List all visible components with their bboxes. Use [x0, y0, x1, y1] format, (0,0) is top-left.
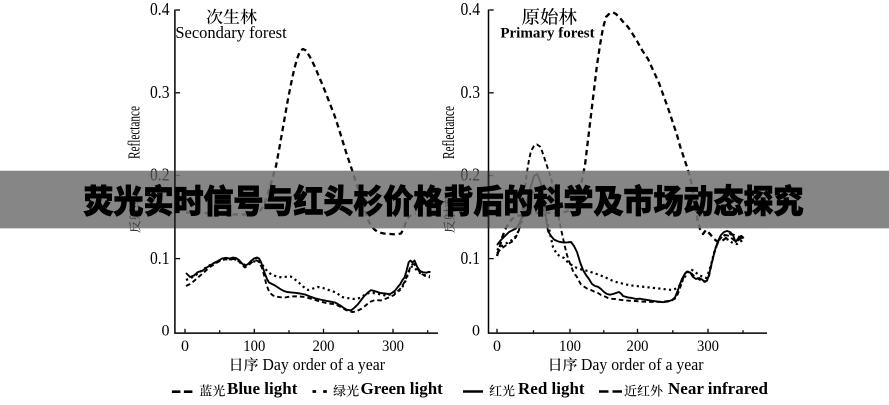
svg-text:Day order of a year: Day order of a year	[263, 355, 386, 374]
svg-text:0.3: 0.3	[461, 82, 481, 102]
svg-text:0: 0	[181, 338, 189, 355]
svg-text:0.4: 0.4	[150, 0, 170, 19]
svg-text:300: 300	[697, 338, 719, 355]
svg-text:0: 0	[472, 322, 480, 339]
svg-text:Reflectance: Reflectance	[439, 106, 458, 159]
svg-text:300: 300	[382, 338, 404, 355]
svg-text:Near infrared: Near infrared	[668, 379, 768, 398]
svg-text:Secondary forest: Secondary forest	[175, 23, 287, 42]
svg-text:0.3: 0.3	[150, 82, 170, 102]
svg-text:Reflectance: Reflectance	[125, 106, 144, 159]
svg-text:200: 200	[313, 338, 335, 355]
svg-text:100: 100	[243, 338, 265, 355]
svg-text:0: 0	[162, 322, 170, 339]
svg-text:0.1: 0.1	[461, 248, 481, 268]
svg-text:Primary forest: Primary forest	[500, 26, 594, 42]
svg-text:100: 100	[559, 338, 581, 355]
svg-text:Blue light: Blue light	[227, 379, 298, 398]
svg-text:0: 0	[493, 338, 501, 355]
svg-text:200: 200	[627, 338, 649, 355]
svg-text:Red light: Red light	[518, 379, 585, 398]
svg-text:0.4: 0.4	[461, 0, 481, 19]
svg-text:Day order of a year: Day order of a year	[581, 355, 704, 374]
svg-text:Green light: Green light	[361, 379, 444, 398]
svg-text:0.1: 0.1	[150, 248, 170, 268]
